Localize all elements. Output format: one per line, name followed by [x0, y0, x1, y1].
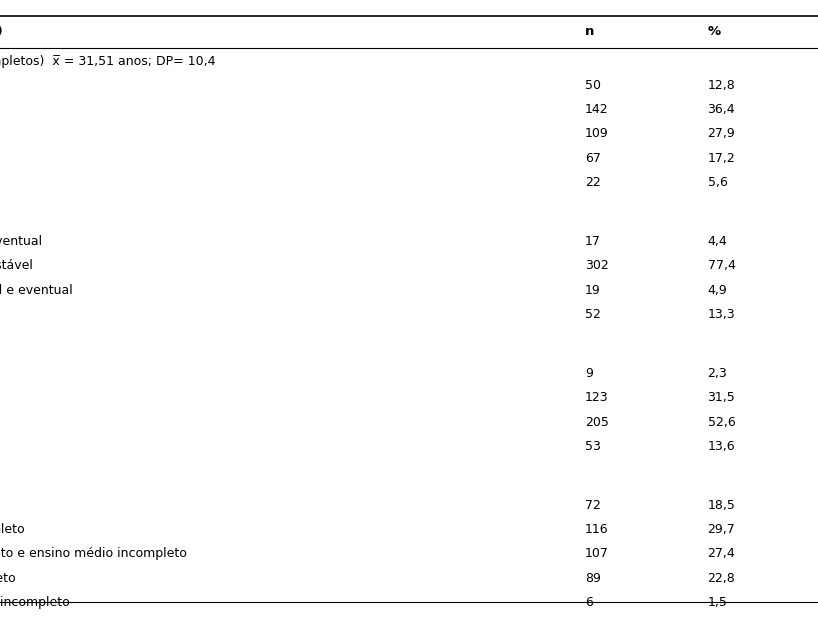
Text: 52: 52: [585, 308, 600, 320]
Text: 116: 116: [585, 524, 609, 537]
Text: 17: 17: [585, 235, 600, 248]
Text: 27,9: 27,9: [708, 127, 735, 140]
Text: 22,8: 22,8: [708, 572, 735, 585]
Text: 31,5: 31,5: [708, 391, 735, 404]
Text: Com companheiro eventual: Com companheiro eventual: [0, 235, 43, 248]
Text: 13,3: 13,3: [708, 308, 735, 320]
Text: 18,5: 18,5: [708, 499, 735, 512]
Text: 89: 89: [585, 572, 600, 585]
Text: 123: 123: [585, 391, 609, 404]
Text: 72: 72: [585, 499, 600, 512]
Text: 67: 67: [585, 152, 600, 165]
Text: 52,6: 52,6: [708, 415, 735, 428]
Text: 205: 205: [585, 415, 609, 428]
Text: Com parceiro estável e eventual: Com parceiro estável e eventual: [0, 284, 73, 296]
Text: 302: 302: [585, 260, 609, 272]
Text: Ensino médio completo: Ensino médio completo: [0, 572, 16, 585]
Text: 142: 142: [585, 103, 609, 116]
Text: 17,2: 17,2: [708, 152, 735, 165]
Text: Fundamental completo e ensino médio incompleto: Fundamental completo e ensino médio inco…: [0, 548, 187, 561]
Text: 13,6: 13,6: [708, 440, 735, 453]
Text: 109: 109: [585, 127, 609, 140]
Text: n: n: [585, 25, 594, 38]
Text: 50: 50: [585, 79, 601, 92]
Text: 6: 6: [585, 596, 593, 609]
Text: 36,4: 36,4: [708, 103, 735, 116]
Text: 9: 9: [585, 367, 593, 380]
Text: 2,3: 2,3: [708, 367, 727, 380]
Text: Fundamental incompleto: Fundamental incompleto: [0, 524, 25, 537]
Text: 29,7: 29,7: [708, 524, 735, 537]
Text: 19: 19: [585, 284, 600, 296]
Text: 1,5: 1,5: [708, 596, 727, 609]
Text: 27,4: 27,4: [708, 548, 735, 561]
Text: Superior completo e incompleto: Superior completo e incompleto: [0, 596, 70, 609]
Text: %: %: [708, 25, 721, 38]
Text: 22: 22: [585, 176, 600, 189]
Text: Idade  (em anos completos)  x̅ = 31,51 anos; DP= 10,4: Idade (em anos completos) x̅ = 31,51 ano…: [0, 55, 216, 68]
Text: 4,4: 4,4: [708, 235, 727, 248]
Text: 5,6: 5,6: [708, 176, 727, 189]
Text: 4,9: 4,9: [708, 284, 727, 296]
Text: 107: 107: [585, 548, 609, 561]
Text: Com companheiro estável: Com companheiro estável: [0, 260, 33, 272]
Text: Variáveis (n=390): Variáveis (n=390): [0, 25, 3, 38]
Text: 53: 53: [585, 440, 600, 453]
Text: 12,8: 12,8: [708, 79, 735, 92]
Text: 77,4: 77,4: [708, 260, 735, 272]
